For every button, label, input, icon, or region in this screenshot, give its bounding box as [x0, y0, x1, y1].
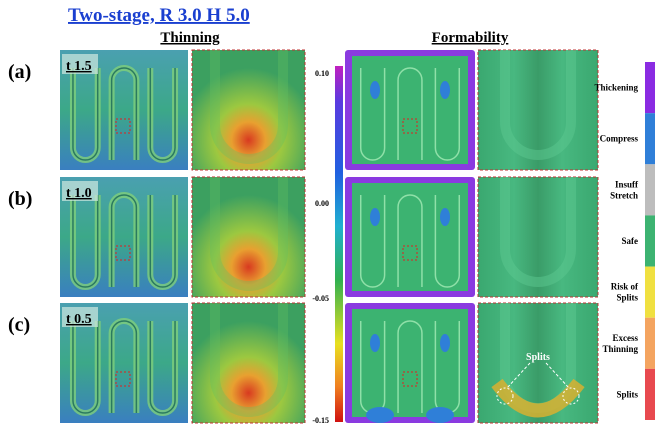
compress-area — [440, 81, 450, 99]
colorbar — [335, 66, 343, 422]
compress-area — [370, 81, 380, 99]
thickness-label: t 1.5 — [66, 59, 92, 74]
zoom-box — [115, 371, 131, 387]
colorbar-tick-label: -0.05 — [312, 294, 329, 303]
compress-area — [426, 407, 454, 423]
legend-swatch — [645, 215, 655, 267]
legend-swatch — [645, 317, 655, 369]
colorbar-tick-label: 0.10 — [315, 69, 329, 78]
legend-label: Safe — [622, 236, 639, 246]
split-band — [491, 378, 585, 418]
annotation: Splits — [526, 352, 550, 363]
channel-pattern — [72, 67, 176, 161]
legend-label: Insuff — [615, 179, 639, 189]
channel-pattern — [72, 194, 176, 288]
column-header: Thinning — [160, 30, 220, 46]
thinning-zoom — [191, 302, 306, 424]
thickness-label: t 1.0 — [66, 186, 92, 201]
thinning-zoom — [191, 176, 306, 298]
channel-pattern — [359, 194, 461, 288]
thinning-zoom — [191, 49, 306, 171]
row-label: (b) — [8, 188, 32, 210]
label-bg — [62, 54, 98, 74]
legend-swatch — [645, 113, 655, 165]
legend-label: Compress — [600, 134, 639, 144]
annotation-arrow — [506, 362, 570, 389]
split-marker — [496, 387, 514, 405]
channel-pattern — [72, 320, 176, 414]
column-header: Formability — [432, 30, 509, 46]
colorbar-tick-label: -0.15 — [312, 416, 329, 425]
zoom-box — [402, 118, 418, 134]
legend-label: Excess — [613, 333, 639, 343]
row-label: (a) — [8, 61, 31, 83]
compress-area — [370, 208, 380, 226]
colorbar-tick-label: 0.00 — [315, 199, 329, 208]
compress-area — [370, 334, 380, 352]
zoom-channel — [500, 177, 576, 287]
channel-pattern — [359, 67, 461, 161]
compress-area — [440, 208, 450, 226]
legend-label: Stretch — [610, 190, 638, 200]
row-label: (c) — [8, 314, 30, 336]
legend-swatch — [645, 164, 655, 216]
figure-title: Two-stage, R 3.0 H 5.0 — [68, 5, 250, 26]
safe-area — [352, 309, 468, 417]
thickness-label: t 0.5 — [66, 312, 92, 327]
zoom-box — [115, 118, 131, 134]
zoom-channel — [500, 50, 576, 160]
zoom-box — [402, 245, 418, 261]
compress-area — [366, 407, 394, 423]
split-marker — [562, 387, 580, 405]
zoom-channel — [210, 50, 288, 164]
zoom-box — [402, 371, 418, 387]
legend-swatch — [645, 368, 655, 420]
legend-label: Thickening — [594, 83, 638, 93]
legend-label: Thinning — [602, 344, 638, 354]
legend-label: Splits — [616, 293, 638, 303]
safe-area — [352, 56, 468, 164]
safe-area — [352, 183, 468, 291]
legend-label: Risk of — [611, 282, 639, 292]
legend-swatch — [645, 266, 655, 318]
zoom-box — [115, 245, 131, 261]
compress-area — [440, 334, 450, 352]
zoom-channel — [210, 303, 288, 417]
legend-swatch — [645, 62, 655, 114]
zoom-channel — [210, 177, 288, 291]
label-bg — [62, 307, 98, 327]
legend-label: Splits — [616, 389, 638, 399]
label-bg — [62, 181, 98, 201]
